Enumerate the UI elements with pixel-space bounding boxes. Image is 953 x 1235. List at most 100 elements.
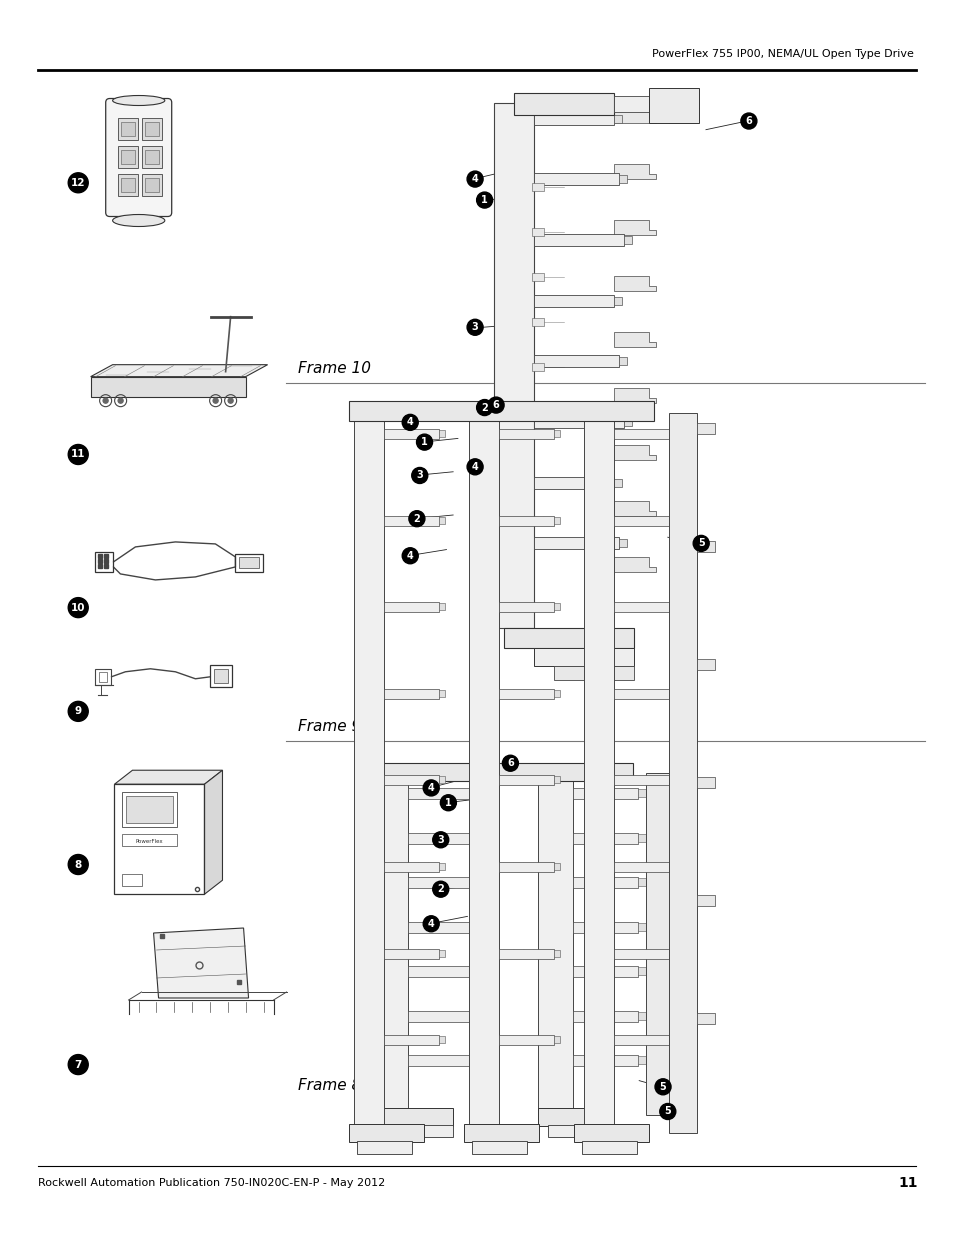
Text: Frame 8: Frame 8 [297,1078,360,1093]
Circle shape [423,916,438,931]
Bar [383,689,438,699]
Bar [471,1141,526,1153]
Bar [121,121,134,136]
Bar [145,121,158,136]
Bar [668,863,674,869]
Bar [553,690,559,697]
Bar [438,950,444,956]
Bar [477,1056,485,1065]
Bar [553,863,559,869]
Bar [117,117,137,140]
Bar [514,93,613,115]
Bar [117,146,137,168]
Bar [696,777,714,788]
Bar [145,178,158,191]
Bar [95,669,112,684]
Bar [211,664,233,687]
Bar [554,666,633,680]
Text: PowerFlex: PowerFlex [135,839,163,844]
Bar [531,408,543,416]
Bar [534,648,633,666]
Circle shape [467,172,482,186]
FancyBboxPatch shape [106,99,172,216]
Circle shape [416,435,432,450]
Bar [408,877,477,888]
Bar [121,149,134,163]
Bar [498,516,553,526]
Text: 3: 3 [471,322,478,332]
Text: 6: 6 [744,116,752,126]
Bar [531,273,543,280]
Bar [477,1011,485,1020]
Bar [235,555,263,572]
Circle shape [693,536,708,551]
Circle shape [655,1079,670,1094]
Bar [354,420,383,1129]
Bar [581,1141,636,1153]
Bar [537,1108,607,1126]
Bar [573,967,638,977]
Bar [668,777,674,783]
Bar [553,430,559,437]
Bar [668,430,674,437]
Polygon shape [114,771,222,784]
Polygon shape [613,164,655,179]
Bar [383,430,438,440]
Text: 1: 1 [444,798,452,808]
Text: 7: 7 [74,1060,82,1070]
Bar [438,517,444,524]
Text: 4: 4 [406,417,414,427]
Polygon shape [613,277,655,291]
Bar [498,603,553,613]
Bar [127,797,173,824]
Bar [613,296,621,305]
Bar [696,424,714,435]
Circle shape [423,781,438,795]
Bar [676,847,696,860]
Bar [408,967,477,977]
Circle shape [402,548,417,563]
Polygon shape [204,771,222,894]
Bar [383,603,438,613]
Bar [676,911,696,924]
Circle shape [69,598,88,618]
Bar [498,948,553,958]
Bar [613,115,621,122]
Bar [498,430,553,440]
Bar [383,948,438,958]
Bar [613,430,668,440]
Bar [638,834,645,842]
Text: 10: 10 [71,603,86,613]
Bar [623,417,631,426]
Bar [583,420,613,1129]
Bar [498,862,553,872]
Ellipse shape [112,215,165,226]
Text: 2: 2 [480,403,488,412]
Bar [623,236,631,245]
Circle shape [433,882,448,897]
Circle shape [502,756,517,771]
Polygon shape [613,220,655,235]
Bar [553,950,559,956]
Circle shape [69,445,88,464]
Bar [534,295,613,306]
Bar [553,604,559,610]
Bar [383,1035,438,1045]
Bar [553,777,559,783]
Text: 12: 12 [71,178,86,188]
Circle shape [103,398,108,403]
Bar [373,1108,453,1126]
Bar [534,477,613,489]
Bar [95,552,113,572]
Bar [534,233,623,246]
Polygon shape [613,557,655,572]
Bar [668,414,696,1132]
Bar [531,363,543,370]
Text: 5: 5 [659,1082,666,1092]
Circle shape [476,193,492,207]
Bar [573,788,638,799]
Bar [477,967,485,976]
Bar [145,149,158,163]
Polygon shape [613,332,655,347]
Circle shape [467,320,482,335]
